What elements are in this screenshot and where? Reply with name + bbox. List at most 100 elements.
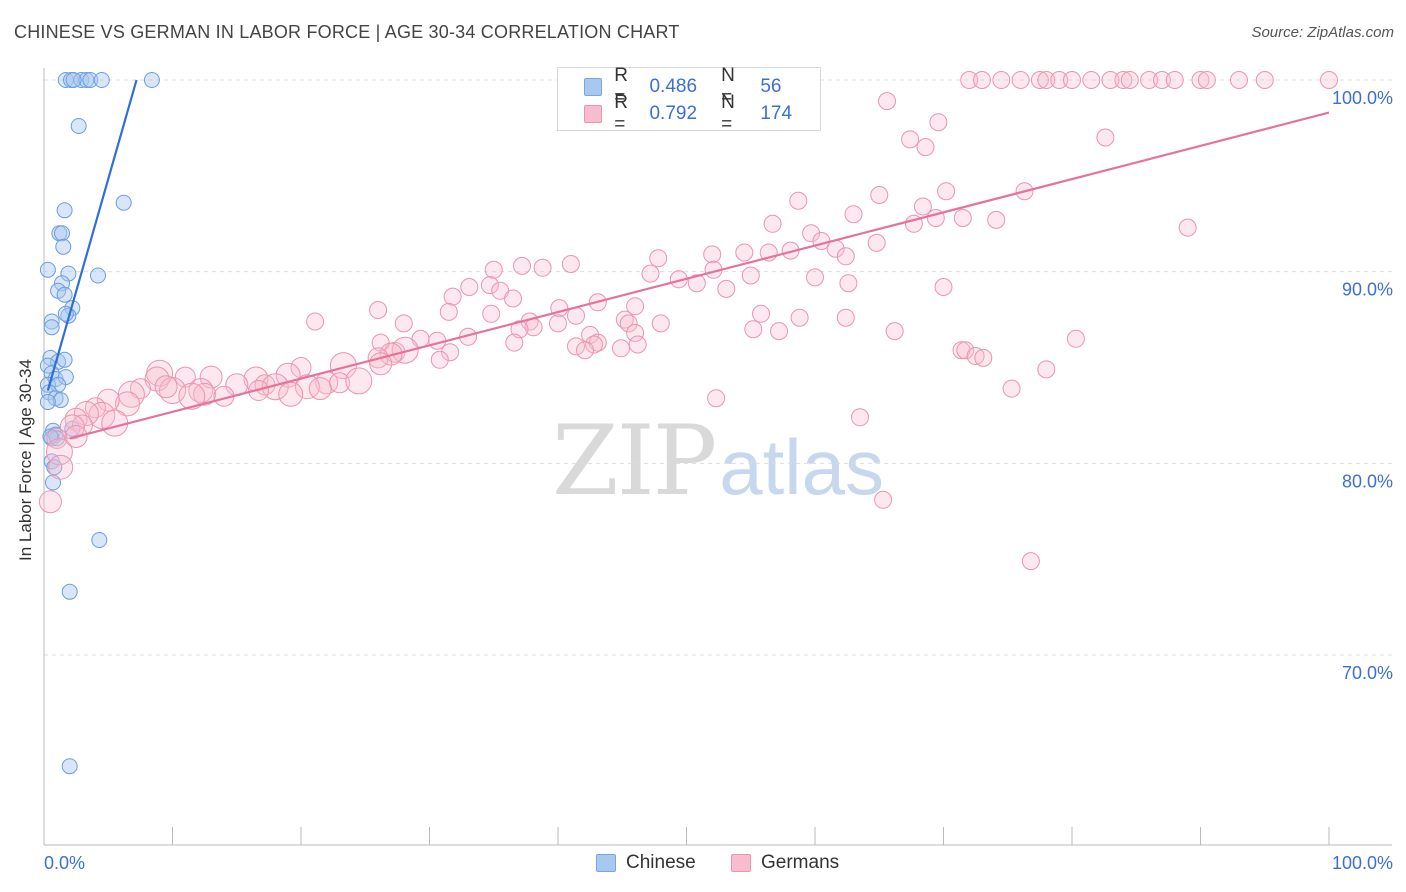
point-germans <box>1011 71 1030 89</box>
point-germans <box>505 333 524 352</box>
point-chinese <box>93 72 110 88</box>
point-germans <box>839 274 858 293</box>
point-germans <box>73 401 99 426</box>
point-germans <box>790 308 809 327</box>
point-germans <box>513 256 531 275</box>
point-germans <box>851 408 869 427</box>
point-germans <box>1165 71 1184 89</box>
legend-r-label: R = <box>614 92 628 135</box>
point-germans <box>178 382 206 410</box>
point-germans <box>1096 128 1115 147</box>
point-germans <box>741 266 760 285</box>
point-germans <box>641 264 660 283</box>
point-chinese <box>61 758 78 775</box>
point-germans <box>966 347 985 365</box>
point-germans <box>59 414 85 440</box>
point-germans <box>1197 71 1216 89</box>
legend-n-value: 56 <box>760 76 782 97</box>
point-germans <box>391 336 419 364</box>
point-germans <box>1050 71 1069 89</box>
point-germans <box>1101 71 1120 89</box>
point-germans <box>1191 71 1210 89</box>
point-germans <box>763 214 782 233</box>
point-germans <box>1120 71 1139 89</box>
point-chinese <box>91 532 108 548</box>
point-chinese <box>82 72 99 88</box>
watermark: ZIPatlas <box>552 405 884 517</box>
point-germans <box>482 304 501 323</box>
point-germans <box>1037 71 1056 89</box>
tick-labels: 70.0% 80.0% 90.0% 100.0% 0.0% 100.0% <box>44 88 1393 873</box>
legend-row-chinese: R = 0.486 N = 56 <box>558 65 820 108</box>
legend-n-label: N = <box>721 92 735 135</box>
point-germans <box>199 365 223 389</box>
legend-n-value: 174 <box>760 103 793 124</box>
point-germans <box>460 278 479 296</box>
point-germans <box>806 268 824 287</box>
point-germans <box>836 247 855 266</box>
legend-n-label: N = <box>721 65 735 108</box>
y-tick-label: 80.0% <box>1342 471 1393 491</box>
point-chinese <box>54 225 70 242</box>
series-legend-chinese[interactable]: Chinese <box>596 852 696 874</box>
point-germans <box>717 279 736 298</box>
point-germans <box>480 276 499 295</box>
point-germans <box>956 341 975 360</box>
point-germans <box>870 186 889 204</box>
chart-title: CHINESE VS GERMAN IN LABOR FORCE | AGE 3… <box>14 22 680 42</box>
point-germans <box>707 389 726 408</box>
point-chinese <box>143 72 160 88</box>
point-germans <box>916 138 935 157</box>
point-germans <box>844 205 863 224</box>
point-germans <box>306 312 325 331</box>
axes <box>43 68 1392 846</box>
point-chinese <box>56 351 73 368</box>
point-germans <box>651 314 670 333</box>
point-germans <box>878 92 896 111</box>
point-chinese <box>70 118 87 134</box>
point-germans <box>308 377 332 401</box>
point-germans <box>101 409 129 437</box>
point-germans <box>188 378 214 403</box>
point-germans <box>901 130 920 149</box>
point-germans <box>874 490 893 509</box>
point-germans <box>885 322 904 341</box>
point-chinese <box>55 238 72 255</box>
y-tick-label: 70.0% <box>1342 663 1393 683</box>
point-germans <box>504 289 522 308</box>
point-germans <box>628 335 647 354</box>
point-germans <box>649 249 668 268</box>
legend-swatch-germans <box>584 105 603 123</box>
series-legend-germans[interactable]: Germans <box>731 852 839 874</box>
point-germans <box>1082 71 1101 89</box>
point-germans <box>735 243 754 262</box>
point-chinese <box>61 583 78 600</box>
point-germans <box>626 324 645 342</box>
point-germans <box>38 490 62 514</box>
data-points <box>38 71 1338 775</box>
point-germans <box>443 287 462 306</box>
point-germans <box>549 314 567 333</box>
trend-line-germans <box>69 111 1330 440</box>
point-germans <box>973 71 991 89</box>
legend-r-value: 0.486 <box>649 76 698 97</box>
point-chinese <box>56 202 73 219</box>
point-germans <box>117 380 145 408</box>
point-germans <box>144 366 170 392</box>
point-germans <box>1030 71 1049 89</box>
point-germans <box>744 320 763 339</box>
point-germans <box>1153 71 1171 89</box>
point-germans <box>987 210 1006 229</box>
point-germans <box>278 381 304 407</box>
point-chinese <box>56 286 73 303</box>
legend-row-germans: R = 0.792 N = 174 <box>558 92 820 135</box>
y-tick-label: 100.0% <box>1332 88 1393 108</box>
point-germans <box>96 388 120 412</box>
point-germans <box>48 454 74 480</box>
point-chinese <box>52 392 69 409</box>
source-label: Source: ZipAtlas.com <box>1251 24 1394 41</box>
point-germans <box>576 341 594 360</box>
point-germans <box>294 374 320 400</box>
trend-line-chinese <box>46 79 138 391</box>
point-germans <box>1140 71 1159 89</box>
